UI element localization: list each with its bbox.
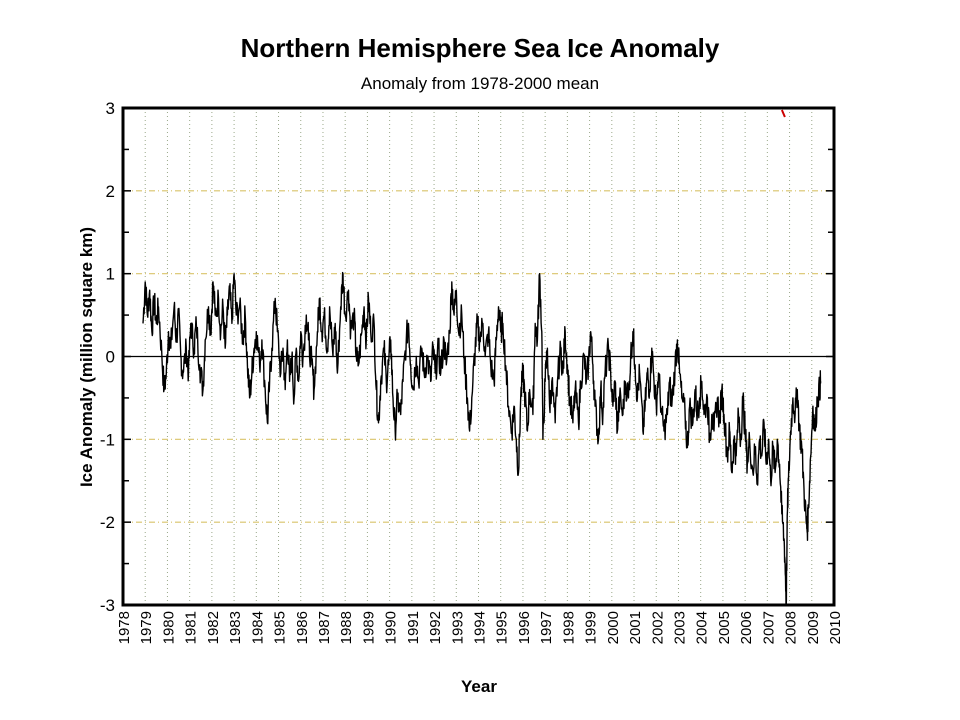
series-line [142, 271, 822, 606]
x-tick-label: 2004 [694, 611, 711, 644]
y-axis-label: Ice Anomaly (million square km) [77, 227, 96, 487]
x-tick-label: 1998 [560, 611, 577, 644]
x-tick-label: 1980 [160, 611, 177, 644]
x-tick-label: 1987 [316, 611, 333, 644]
y-tick-label: 1 [106, 265, 115, 284]
red-marker [780, 109, 786, 118]
x-tick-label: 1994 [472, 611, 489, 644]
x-axis-ticks: 1978 1979 1980 1981 1982 1983 1984 1985 1986 1987… [116, 611, 844, 644]
x-tick-label: 1991 [405, 611, 422, 644]
x-tick-label: 1981 [183, 611, 200, 644]
chart-title: Northern Hemisphere Sea Ice Anomaly [240, 33, 720, 63]
x-tick-label: 1989 [360, 611, 377, 644]
x-tick-label: 2002 [649, 611, 666, 644]
x-tick-label: 2009 [805, 611, 822, 644]
x-tick-label: 1986 [294, 611, 311, 644]
horizontal-gridlines [123, 190, 834, 523]
x-tick-label: 1979 [138, 611, 155, 644]
x-tick-label: 2007 [760, 611, 777, 644]
y-tick-label: -2 [100, 513, 115, 532]
y-tick-label: 3 [106, 99, 115, 118]
x-tick-label: 2008 [783, 611, 800, 644]
y-axis-ticks: 3 2 1 0 -1 -2 -3 [100, 99, 834, 615]
x-tick-label: 1997 [538, 611, 555, 644]
y-tick-label: 0 [106, 348, 115, 367]
y-tick-label: -3 [100, 596, 115, 615]
x-tick-label: 1999 [583, 611, 600, 644]
x-tick-label: 2006 [738, 611, 755, 644]
x-tick-label: 1985 [272, 611, 289, 644]
x-tick-label: 1996 [516, 611, 533, 644]
y-tick-label: 2 [106, 182, 115, 201]
x-tick-label: 1978 [116, 611, 133, 644]
x-tick-label: 2003 [671, 611, 688, 644]
x-tick-label: 1984 [249, 611, 266, 644]
x-tick-label: 1990 [383, 611, 400, 644]
x-tick-label: 1982 [205, 611, 222, 644]
x-tick-label: 1995 [494, 611, 511, 644]
x-tick-label: 1983 [227, 611, 244, 644]
x-tick-label: 2010 [827, 611, 844, 644]
y-tick-label: -1 [100, 430, 115, 449]
chart-subtitle: Anomaly from 1978-2000 mean [360, 74, 600, 93]
x-axis-label: Year [461, 677, 497, 696]
x-tick-label: 1992 [427, 611, 444, 644]
x-tick-label: 1993 [449, 611, 466, 644]
x-tick-label: 1988 [338, 611, 355, 644]
x-tick-label: 2000 [605, 611, 622, 644]
x-tick-label: 2005 [716, 611, 733, 644]
x-tick-label: 2001 [627, 611, 644, 644]
